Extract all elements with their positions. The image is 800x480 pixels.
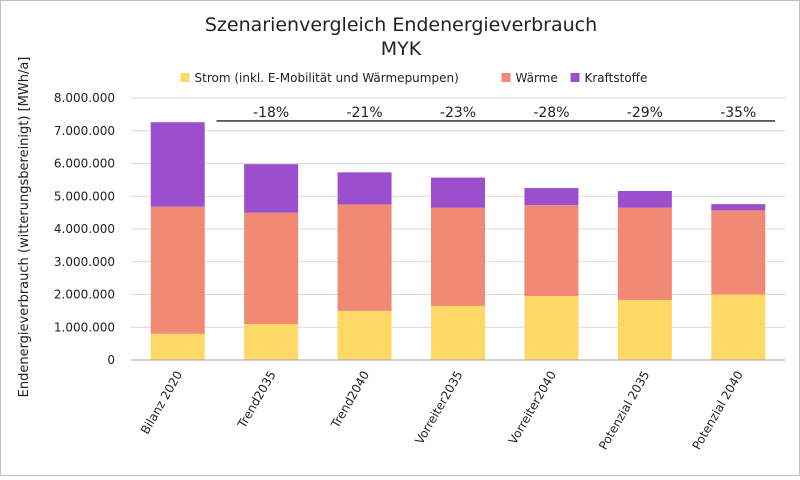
chart-title: Szenarienvergleich Endenergieverbrauch	[205, 14, 597, 36]
y-tick-label: 2.000.000	[54, 288, 115, 302]
percent-annotation: -35%	[720, 105, 756, 121]
bar-segment	[617, 207, 672, 301]
y-tick-label: 0	[107, 353, 115, 367]
percent-annotation: -28%	[533, 105, 569, 121]
bar-segment	[150, 206, 205, 334]
percent-annotation: -21%	[346, 105, 382, 121]
bars	[150, 122, 766, 360]
bar-segment	[150, 122, 205, 207]
chart-subtitle: MYK	[381, 38, 422, 60]
percent-annotation: -18%	[253, 105, 289, 121]
bar-segment	[711, 204, 766, 211]
x-tick-label: Potenzial 2035	[596, 369, 652, 453]
x-tick-label: Vorreiter2035	[412, 369, 465, 447]
x-tick-label: Potenzial 2040	[689, 369, 745, 453]
y-axis-label: Endenergieverbrauch (witterungsbereinigt…	[17, 57, 32, 398]
bar-segment	[337, 204, 392, 311]
y-tick-label: 6.000.000	[54, 157, 115, 171]
legend-label: Kraftstoffe	[585, 71, 648, 85]
bar-segment	[711, 294, 766, 360]
x-tick-label: Trend2040	[328, 369, 372, 432]
legend-swatch	[180, 73, 190, 82]
bar-segment	[617, 191, 672, 208]
bar-segment	[150, 333, 205, 360]
legend: Strom (inkl. E-Mobilität und Wärmepumpen…	[180, 71, 648, 85]
bar-segment	[337, 310, 392, 360]
legend-swatch	[501, 73, 511, 82]
legend-label: Wärme	[516, 71, 558, 85]
x-tick-label: Trend2035	[234, 369, 278, 432]
bar-segment	[244, 323, 299, 360]
bar-segment	[711, 210, 766, 295]
y-tick-label: 8.000.000	[54, 91, 115, 105]
bar-segment	[524, 188, 579, 206]
bar-segment	[524, 296, 579, 360]
y-tick-label: 3.000.000	[54, 255, 115, 269]
bar-segment	[524, 205, 579, 297]
x-tick-label: Vorreiter2040	[506, 369, 559, 447]
bar-segment	[244, 212, 299, 324]
y-tick-label: 7.000.000	[54, 124, 115, 138]
percent-annotation: -23%	[440, 105, 476, 121]
y-tick-label: 1.000.000	[54, 320, 115, 334]
bar-segment	[617, 300, 672, 360]
y-tick-label: 5.000.000	[54, 189, 115, 203]
bar-segment	[337, 172, 392, 205]
legend-swatch	[570, 73, 580, 82]
bar-segment	[431, 207, 485, 306]
y-tick-label: 4.000.000	[54, 222, 115, 236]
bar-segment	[244, 164, 299, 213]
bar-segment	[431, 177, 485, 208]
x-tick-label: Bilanz 2020	[138, 369, 185, 437]
percent-annotation: -29%	[627, 105, 663, 121]
legend-label: Strom (inkl. E-Mobilität und Wärmepumpen…	[195, 71, 459, 85]
bar-segment	[431, 305, 485, 360]
annotations: -18% -21% -23% -28% -29% -35%	[216, 105, 775, 122]
